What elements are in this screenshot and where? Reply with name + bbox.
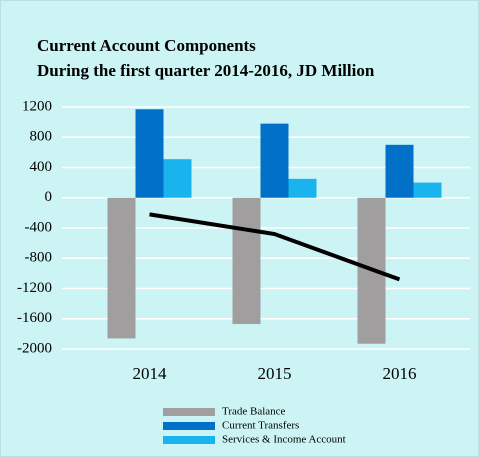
legend-label: Trade Balance bbox=[222, 406, 286, 418]
y-tick-label: -1600 bbox=[17, 310, 52, 326]
line bbox=[149, 212, 401, 282]
y-tick-label: -1200 bbox=[17, 280, 52, 296]
legend-label: Current Transfers bbox=[222, 420, 299, 432]
y-tick-label: -800 bbox=[25, 250, 53, 266]
x-tick-label: 2015 bbox=[258, 364, 292, 383]
bar bbox=[385, 144, 414, 198]
y-tick-label: 0 bbox=[45, 189, 53, 205]
bar bbox=[135, 109, 164, 198]
bar bbox=[232, 197, 261, 325]
bar bbox=[288, 178, 317, 198]
x-tick-label: 2016 bbox=[383, 364, 417, 383]
y-tick-label: -400 bbox=[25, 219, 53, 235]
bar bbox=[413, 182, 442, 198]
bar bbox=[107, 197, 136, 339]
x-tick-label: 2014 bbox=[133, 364, 168, 383]
legend-swatch bbox=[163, 408, 215, 416]
y-tick-label: 800 bbox=[30, 129, 53, 145]
chart-subtitle: During the first quarter 2014-2016, JD M… bbox=[37, 61, 375, 80]
y-tick-label: 1200 bbox=[22, 98, 52, 114]
y-tick-label: 400 bbox=[30, 159, 53, 175]
bar bbox=[163, 159, 192, 198]
y-tick-label: -2000 bbox=[17, 340, 52, 356]
bar bbox=[260, 123, 289, 198]
legend-swatch bbox=[163, 436, 215, 444]
legend-label: Services & Income Account bbox=[222, 434, 346, 446]
legend-swatch bbox=[163, 422, 215, 430]
chart-title: Current Account Components bbox=[37, 36, 256, 55]
